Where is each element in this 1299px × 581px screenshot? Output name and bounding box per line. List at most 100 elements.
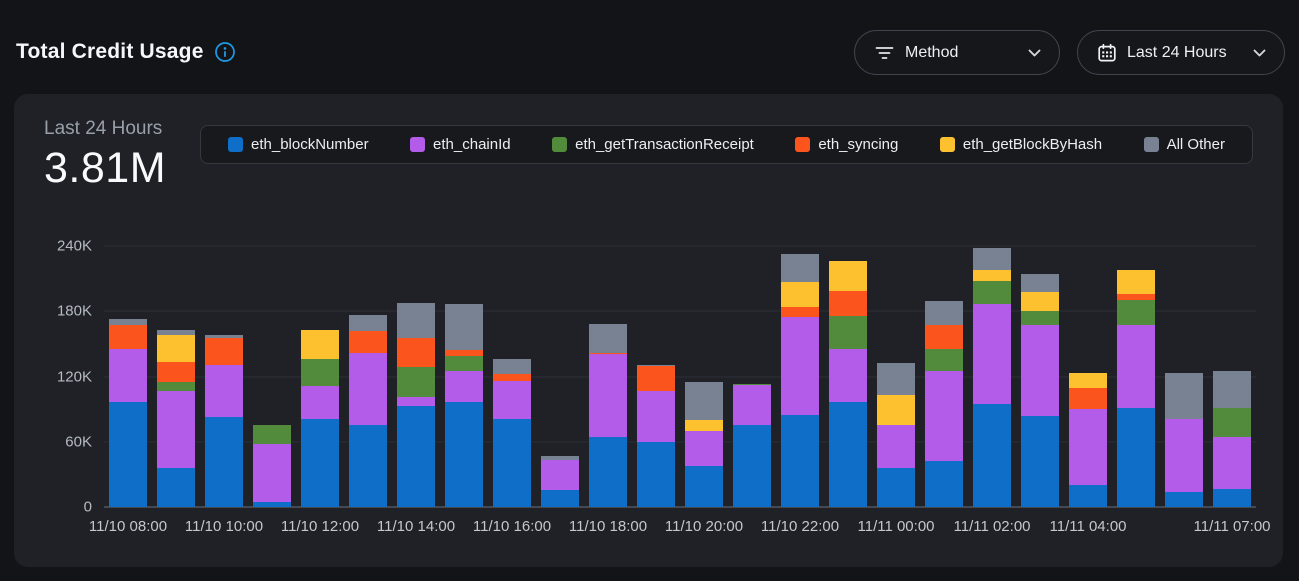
chart-bar[interactable]	[349, 246, 387, 507]
bar-segment-eth_getTransactionReceipt[interactable]	[397, 366, 435, 398]
bar-segment-All Other[interactable]	[493, 359, 531, 375]
chart-bar[interactable]	[253, 246, 291, 507]
bar-segment-eth_getBlockByHash[interactable]	[685, 420, 723, 431]
chart-bar[interactable]	[1117, 246, 1155, 507]
bar-segment-eth_syncing[interactable]	[397, 338, 435, 367]
bar-segment-eth_syncing[interactable]	[781, 306, 819, 317]
bar-segment-eth_getTransactionReceipt[interactable]	[1213, 408, 1251, 438]
bar-segment-eth_chainId[interactable]	[301, 386, 339, 419]
chart-bar[interactable]	[877, 246, 915, 507]
bar-segment-All Other[interactable]	[205, 335, 243, 339]
chart-bar[interactable]	[973, 246, 1011, 507]
bar-segment-eth_getTransactionReceipt[interactable]	[1021, 311, 1059, 326]
bar-segment-eth_syncing[interactable]	[829, 290, 867, 316]
bar-segment-eth_blockNumber[interactable]	[637, 441, 675, 507]
bar-segment-eth_syncing[interactable]	[493, 374, 531, 381]
bar-segment-eth_chainId[interactable]	[829, 349, 867, 402]
bar-segment-eth_getTransactionReceipt[interactable]	[829, 315, 867, 350]
bar-segment-eth_chainId[interactable]	[973, 303, 1011, 404]
bar-segment-eth_getTransactionReceipt[interactable]	[973, 280, 1011, 304]
bar-segment-eth_chainId[interactable]	[589, 353, 627, 438]
bar-segment-eth_getTransactionReceipt[interactable]	[925, 349, 963, 372]
bar-segment-eth_getTransactionReceipt[interactable]	[1117, 300, 1155, 326]
chart-bar[interactable]	[781, 246, 819, 507]
legend-item-eth_getBlockByHash[interactable]: eth_getBlockByHash	[939, 136, 1102, 153]
bar-segment-eth_blockNumber[interactable]	[1165, 491, 1203, 507]
bar-segment-eth_blockNumber[interactable]	[397, 405, 435, 507]
bar-segment-eth_syncing[interactable]	[205, 338, 243, 365]
bar-segment-eth_blockNumber[interactable]	[733, 425, 771, 507]
bar-segment-eth_blockNumber[interactable]	[589, 437, 627, 507]
bar-segment-eth_syncing[interactable]	[445, 350, 483, 356]
bar-segment-All Other[interactable]	[1213, 371, 1251, 409]
bar-segment-eth_blockNumber[interactable]	[1117, 408, 1155, 507]
bar-segment-eth_blockNumber[interactable]	[349, 425, 387, 507]
chart-bar[interactable]	[493, 246, 531, 507]
bar-segment-eth_getBlockByHash[interactable]	[829, 261, 867, 291]
chart-bar[interactable]	[637, 246, 675, 507]
bar-segment-eth_chainId[interactable]	[1213, 437, 1251, 489]
bar-segment-All Other[interactable]	[781, 253, 819, 282]
chart-bar[interactable]	[733, 246, 771, 507]
bar-segment-eth_blockNumber[interactable]	[253, 501, 291, 507]
bar-segment-eth_getTransactionReceipt[interactable]	[445, 355, 483, 372]
chart-bar[interactable]	[1213, 246, 1251, 507]
bar-segment-eth_getBlockByHash[interactable]	[781, 281, 819, 307]
bar-segment-eth_blockNumber[interactable]	[157, 467, 195, 507]
chart-bar[interactable]	[1165, 246, 1203, 507]
bar-segment-All Other[interactable]	[1021, 274, 1059, 292]
bar-segment-eth_blockNumber[interactable]	[925, 461, 963, 507]
chart-bar[interactable]	[301, 246, 339, 507]
bar-segment-eth_getBlockByHash[interactable]	[157, 335, 195, 363]
bar-segment-All Other[interactable]	[973, 248, 1011, 270]
bar-segment-eth_getTransactionReceipt[interactable]	[301, 359, 339, 387]
bar-segment-eth_chainId[interactable]	[1021, 325, 1059, 416]
bar-segment-eth_chainId[interactable]	[349, 352, 387, 426]
bar-segment-eth_blockNumber[interactable]	[1069, 485, 1107, 507]
bar-segment-eth_chainId[interactable]	[157, 390, 195, 468]
bar-segment-eth_chainId[interactable]	[445, 371, 483, 402]
bar-segment-eth_syncing[interactable]	[349, 330, 387, 353]
legend-item-eth_chainId[interactable]: eth_chainId	[410, 136, 511, 153]
time-range-dropdown[interactable]: Last 24 Hours	[1077, 30, 1285, 75]
bar-segment-All Other[interactable]	[877, 363, 915, 395]
legend-item-eth_blockNumber[interactable]: eth_blockNumber	[228, 136, 369, 153]
chart-bar[interactable]	[1021, 246, 1059, 507]
info-icon[interactable]	[214, 41, 236, 63]
bar-segment-All Other[interactable]	[637, 364, 675, 366]
chart-bar[interactable]	[589, 246, 627, 507]
bar-segment-All Other[interactable]	[589, 324, 627, 353]
bar-segment-eth_chainId[interactable]	[493, 380, 531, 419]
bar-segment-eth_blockNumber[interactable]	[205, 416, 243, 507]
bar-segment-eth_blockNumber[interactable]	[493, 418, 531, 507]
legend-item-eth_syncing[interactable]: eth_syncing	[795, 136, 898, 153]
chart-bar[interactable]	[205, 246, 243, 507]
bar-segment-eth_getBlockByHash[interactable]	[1117, 269, 1155, 294]
bar-segment-eth_blockNumber[interactable]	[877, 467, 915, 507]
legend-item-eth_getTransactionReceipt[interactable]: eth_getTransactionReceipt	[552, 136, 754, 153]
bar-segment-eth_chainId[interactable]	[637, 390, 675, 442]
bar-segment-eth_getTransactionReceipt[interactable]	[733, 384, 771, 386]
chart-bar[interactable]	[109, 246, 147, 507]
bar-segment-eth_getBlockByHash[interactable]	[973, 269, 1011, 281]
bar-segment-eth_chainId[interactable]	[1165, 418, 1203, 492]
bar-segment-eth_blockNumber[interactable]	[1021, 415, 1059, 507]
bar-segment-eth_chainId[interactable]	[253, 443, 291, 502]
bar-segment-eth_blockNumber[interactable]	[781, 414, 819, 507]
bar-segment-eth_chainId[interactable]	[781, 316, 819, 415]
bar-segment-eth_blockNumber[interactable]	[1213, 488, 1251, 507]
chart-bar[interactable]	[541, 246, 579, 507]
bar-segment-eth_blockNumber[interactable]	[109, 401, 147, 507]
bar-segment-eth_chainId[interactable]	[877, 425, 915, 468]
bar-segment-All Other[interactable]	[541, 455, 579, 461]
chart-bar[interactable]	[157, 246, 195, 507]
bar-segment-eth_chainId[interactable]	[205, 364, 243, 417]
bar-segment-All Other[interactable]	[157, 329, 195, 336]
bar-segment-eth_chainId[interactable]	[1117, 325, 1155, 409]
chart-bar[interactable]	[445, 246, 483, 507]
bar-segment-eth_syncing[interactable]	[109, 325, 147, 350]
bar-segment-All Other[interactable]	[925, 301, 963, 326]
legend-item-All Other[interactable]: All Other	[1143, 136, 1225, 153]
bar-segment-eth_blockNumber[interactable]	[301, 418, 339, 507]
method-dropdown[interactable]: Method	[854, 30, 1060, 75]
